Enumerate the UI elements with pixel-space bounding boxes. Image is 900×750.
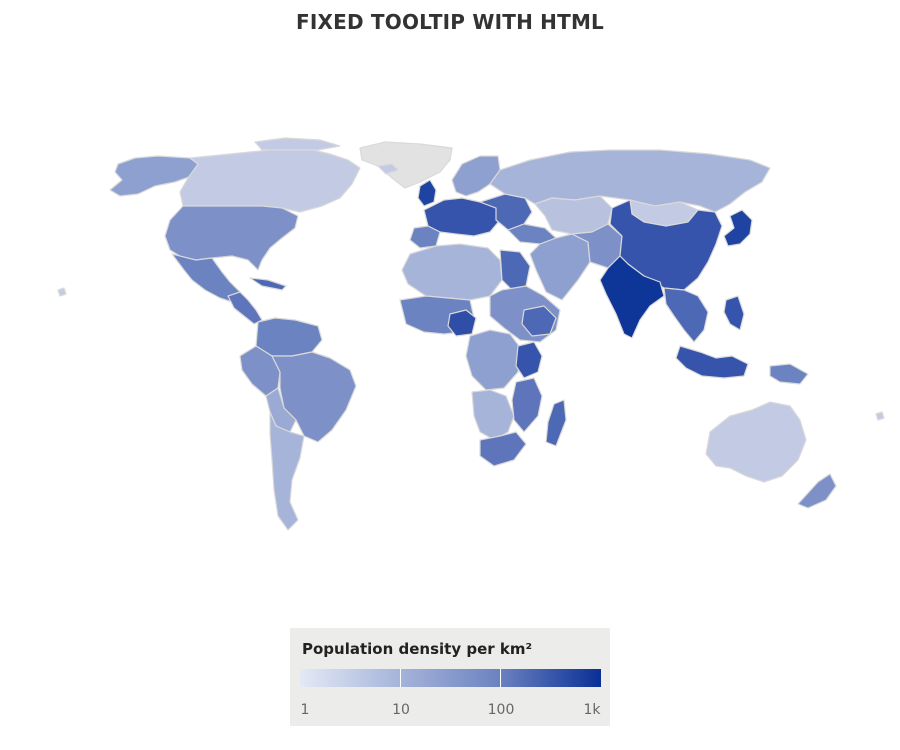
legend-color-bar	[300, 669, 601, 687]
country-middle-east[interactable]	[529, 233, 591, 301]
country-brazil[interactable]	[271, 351, 357, 443]
map-title: FIXED TOOLTIP WITH HTML	[295, 10, 604, 34]
country-madagascar[interactable]	[545, 399, 567, 447]
country-greenland[interactable]	[359, 141, 453, 189]
legend-divider	[400, 669, 401, 687]
legend-tick-100: 100	[487, 702, 515, 718]
legend-divider	[500, 669, 501, 687]
country-canada[interactable]	[179, 147, 361, 213]
country-ethiopia[interactable]	[521, 305, 557, 337]
country-northern-south-america[interactable]	[255, 317, 323, 357]
world-map-svg	[57, 137, 885, 531]
country-iceland[interactable]	[377, 163, 399, 175]
world-map[interactable]	[0, 120, 900, 560]
country-india[interactable]	[599, 255, 665, 339]
country-philippines[interactable]	[723, 295, 745, 331]
country-australia[interactable]	[705, 401, 807, 483]
country-mozambique[interactable]	[511, 377, 543, 433]
country-central-america[interactable]	[227, 291, 263, 325]
legend: Population density per km² 1 10 100 1k	[290, 628, 610, 726]
legend-tick-1: 1	[300, 702, 310, 718]
country-new-zealand[interactable]	[797, 473, 837, 509]
country-indonesia[interactable]	[675, 345, 749, 379]
country-island-hawaii[interactable]	[57, 287, 67, 297]
country-north-africa[interactable]	[401, 243, 503, 301]
legend-tick-1k: 1k	[583, 702, 601, 718]
country-caribbean[interactable]	[249, 277, 287, 291]
legend-title: Population density per km²	[302, 640, 533, 658]
country-nigeria[interactable]	[447, 309, 477, 337]
legend-tick-10: 10	[392, 702, 410, 718]
country-papua-new-guinea[interactable]	[769, 363, 809, 385]
country-uk[interactable]	[417, 179, 437, 207]
country-argentina[interactable]	[269, 411, 305, 531]
country-iberia[interactable]	[409, 225, 441, 249]
country-southern-africa[interactable]	[471, 389, 515, 441]
country-alaska[interactable]	[109, 155, 199, 197]
country-great-lakes[interactable]	[515, 341, 543, 379]
country-japan[interactable]	[723, 209, 753, 247]
country-southeast-asia[interactable]	[663, 287, 709, 343]
country-usa[interactable]	[164, 205, 299, 271]
country-central-africa[interactable]	[465, 329, 523, 391]
country-arctic-islands[interactable]	[254, 137, 341, 151]
country-island-pacific[interactable]	[875, 411, 885, 421]
country-south-africa[interactable]	[479, 431, 527, 467]
country-scandinavia[interactable]	[451, 155, 501, 197]
country-egypt[interactable]	[499, 249, 531, 291]
